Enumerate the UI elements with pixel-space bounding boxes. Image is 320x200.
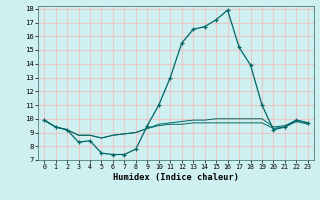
X-axis label: Humidex (Indice chaleur): Humidex (Indice chaleur) [113, 173, 239, 182]
